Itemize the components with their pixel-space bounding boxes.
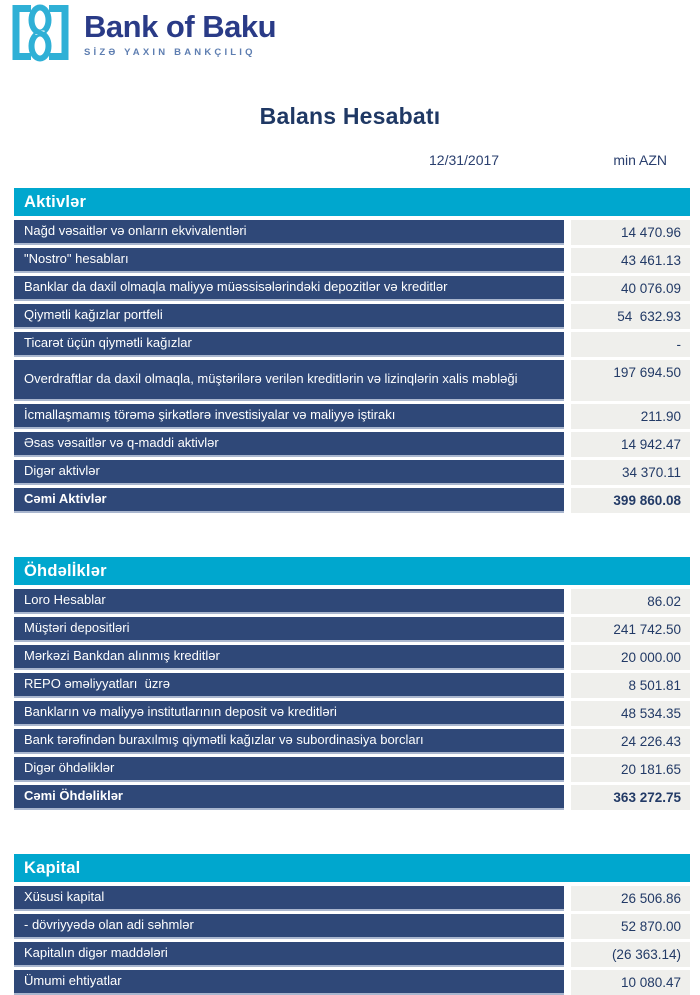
table-row: Cəmi Öhdəliklər 363 272.75 (14, 785, 690, 810)
row-value: 241 742.50 (571, 617, 690, 642)
section-1: Aktivlər Nağd vəsaitlər və onların ekviv… (14, 188, 690, 513)
row-label: Loro Hesablar (14, 589, 564, 614)
brand-header: Bank of Baku SİZƏ YAXIN BANKÇILIQ (0, 0, 700, 67)
section-header: Öhdəlİklər (14, 557, 690, 585)
row-value: 363 272.75 (571, 785, 690, 810)
row-label: Nağd vəsaitlər və onların ekvivalentləri (14, 220, 564, 245)
row-label: Banklar da daxil olmaqla maliyyə müəssis… (14, 276, 564, 301)
row-label: REPO əməliyyatları üzrə (14, 673, 564, 698)
table-row: Ümumi ehtiyatlar 10 080.47 (14, 970, 690, 995)
section-rows: Nağd vəsaitlər və onların ekvivalentləri… (14, 220, 690, 513)
table-row: Ticarət üçün qiymətli kağızlar - (14, 332, 690, 357)
row-value: 14 942.47 (571, 432, 690, 457)
row-label: Kapitalın digər maddələri (14, 942, 564, 967)
section-header: Aktivlər (14, 188, 690, 216)
balance-sheet: Aktivlər Nağd vəsaitlər və onların ekviv… (14, 188, 690, 995)
row-label: Müştəri depositləri (14, 617, 564, 642)
row-label: Ümumi ehtiyatlar (14, 970, 564, 995)
table-row: Kapitalın digər maddələri (26 363.14) (14, 942, 690, 967)
row-value: 10 080.47 (571, 970, 690, 995)
row-value: 211.90 (571, 404, 690, 429)
table-row: Mərkəzi Bankdan alınmış kreditlər 20 000… (14, 645, 690, 670)
row-label: Overdraftlar da daxil olmaqla, müştərilə… (14, 360, 564, 401)
table-row: Əsas vəsaitlər və q-maddi aktivlər 14 94… (14, 432, 690, 457)
row-value: 14 470.96 (571, 220, 690, 245)
table-row: "Nostro" hesabları 43 461.13 (14, 248, 690, 273)
row-label: Digər öhdəliklər (14, 757, 564, 782)
row-value: 20 000.00 (571, 645, 690, 670)
table-row: İcmallaşmamış törəmə şirkətlərə investis… (14, 404, 690, 429)
brand-text: Bank of Baku SİZƏ YAXIN BANKÇILIQ (84, 4, 277, 58)
section-3: Kapital Xüsusi kapital 26 506.86 - dövri… (14, 854, 690, 995)
table-row: Bankların və maliyyə institutlarının dep… (14, 701, 690, 726)
row-value: 52 870.00 (571, 914, 690, 939)
row-label: Mərkəzi Bankdan alınmış kreditlər (14, 645, 564, 670)
row-value: 48 534.35 (571, 701, 690, 726)
table-row: Müştəri depositləri 241 742.50 (14, 617, 690, 642)
section-rows: Loro Hesablar 86.02 Müştəri depositləri … (14, 589, 690, 810)
row-label: Cəmi Aktivlər (14, 488, 564, 513)
section-header: Kapital (14, 854, 690, 882)
row-value: 40 076.09 (571, 276, 690, 301)
table-row: Digər öhdəliklər 20 181.65 (14, 757, 690, 782)
row-value: 197 694.50 (571, 360, 690, 401)
row-value: 86.02 (571, 589, 690, 614)
table-row: REPO əməliyyatları üzrə 8 501.81 (14, 673, 690, 698)
section-rows: Xüsusi kapital 26 506.86 - dövriyyədə ol… (14, 886, 690, 995)
page-title: Balans Hesabatı (259, 103, 441, 129)
row-label: Əsas vəsaitlər və q-maddi aktivlər (14, 432, 564, 457)
report-meta: 12/31/2017 min AZN (0, 152, 700, 170)
row-label: Xüsusi kapital (14, 886, 564, 911)
row-label: Bank tərəfindən buraxılmış qiymətli kağı… (14, 729, 564, 754)
table-row: Qiymətli kağızlar portfeli 54 632.93 (14, 304, 690, 329)
row-value: - (571, 332, 690, 357)
report-unit: min AZN (613, 152, 667, 168)
table-row: Banklar da daxil olmaqla maliyyə müəssis… (14, 276, 690, 301)
row-label: Ticarət üçün qiymətli kağızlar (14, 332, 564, 357)
report-date: 12/31/2017 (429, 152, 500, 168)
table-row: Bank tərəfindən buraxılmış qiymətli kağı… (14, 729, 690, 754)
row-label: "Nostro" hesabları (14, 248, 564, 273)
brand-tagline: SİZƏ YAXIN BANKÇILIQ (84, 47, 256, 58)
row-value: 8 501.81 (571, 673, 690, 698)
row-value: 399 860.08 (571, 488, 690, 513)
table-row: Loro Hesablar 86.02 (14, 589, 690, 614)
row-value: 20 181.65 (571, 757, 690, 782)
table-row: Overdraftlar da daxil olmaqla, müştərilə… (14, 360, 690, 401)
section-2: Öhdəlİklər Loro Hesablar 86.02 Müştəri d… (14, 557, 690, 810)
table-row: Digər aktivlər 34 370.11 (14, 460, 690, 485)
row-value: 54 632.93 (571, 304, 690, 329)
row-label: Cəmi Öhdəliklər (14, 785, 564, 810)
row-value: 43 461.13 (571, 248, 690, 273)
brand-name: Bank of Baku (84, 9, 277, 44)
row-label: Qiymətli kağızlar portfeli (14, 304, 564, 329)
row-value: (26 363.14) (571, 942, 690, 967)
row-value: 26 506.86 (571, 886, 690, 911)
row-label: İcmallaşmamış törəmə şirkətlərə investis… (14, 404, 564, 429)
table-row: - dövriyyədə olan adi səhmlər 52 870.00 (14, 914, 690, 939)
table-row: Nağd vəsaitlər və onların ekvivalentləri… (14, 220, 690, 245)
row-label: Digər aktivlər (14, 460, 564, 485)
row-label: - dövriyyədə olan adi səhmlər (14, 914, 564, 939)
table-row: Cəmi Aktivlər 399 860.08 (14, 488, 690, 513)
row-value: 24 226.43 (571, 729, 690, 754)
table-row: Xüsusi kapital 26 506.86 (14, 886, 690, 911)
row-value: 34 370.11 (571, 460, 690, 485)
bank-of-baku-chain-link-icon (12, 4, 73, 67)
row-label: Bankların və maliyyə institutlarının dep… (14, 701, 564, 726)
